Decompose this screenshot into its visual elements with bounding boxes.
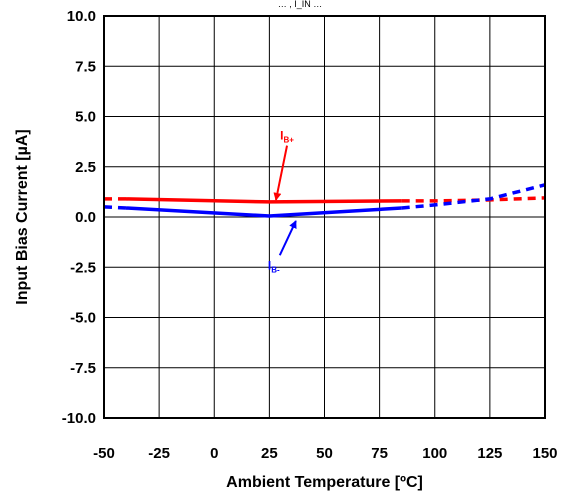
y-tick-label: -2.5 — [70, 259, 96, 276]
annotations: IB+ IB- — [268, 129, 297, 274]
annotation-arrow — [273, 145, 288, 201]
annotation-arrow — [278, 220, 297, 256]
annotation-label-b-plus: IB+ — [280, 129, 294, 145]
y-tick-label: 10.0 — [67, 8, 96, 25]
x-tick-label: 100 — [422, 445, 447, 462]
x-tick-label: 25 — [261, 445, 278, 462]
y-tick-label: 7.5 — [75, 58, 96, 75]
y-tick-label: -10.0 — [62, 410, 96, 427]
x-tick-label: 0 — [210, 445, 218, 462]
x-axis-ticks: -50 -25 0 25 50 75 100 125 150 — [93, 445, 557, 462]
x-tick-label: 50 — [316, 445, 333, 462]
x-tick-label: -25 — [148, 445, 170, 462]
y-tick-label: -7.5 — [70, 360, 96, 377]
y-axis-ticks: 10.0 7.5 5.0 2.5 0.0 -2.5 -5.0 -7.5 -10.0 — [62, 8, 96, 427]
x-tick-label: 150 — [532, 445, 557, 462]
y-tick-label: 2.5 — [75, 159, 96, 176]
series-line-ib-plus — [125, 197, 402, 204]
x-tick-label: 125 — [477, 445, 502, 462]
top-condition-label: … , I_IN … — [278, 0, 323, 9]
plot-frame — [103, 15, 546, 419]
y-tick-label: 0.0 — [75, 209, 96, 226]
annotation-label-b-minus: IB- — [268, 258, 280, 274]
series-line-ib-minus — [401, 183, 546, 210]
x-axis-title: Ambient Temperature [ºC] — [226, 474, 423, 491]
x-tick-label: -50 — [93, 445, 115, 462]
grid — [103, 15, 546, 419]
y-tick-label: 5.0 — [75, 109, 96, 126]
series-group — [103, 183, 546, 218]
series-line-ib-minus — [103, 205, 127, 210]
y-tick-label: -5.0 — [70, 310, 96, 327]
y-axis-title: Input Bias Current [µA] — [14, 129, 31, 304]
series-line-ib-minus — [125, 206, 402, 218]
x-tick-label: 75 — [371, 445, 388, 462]
